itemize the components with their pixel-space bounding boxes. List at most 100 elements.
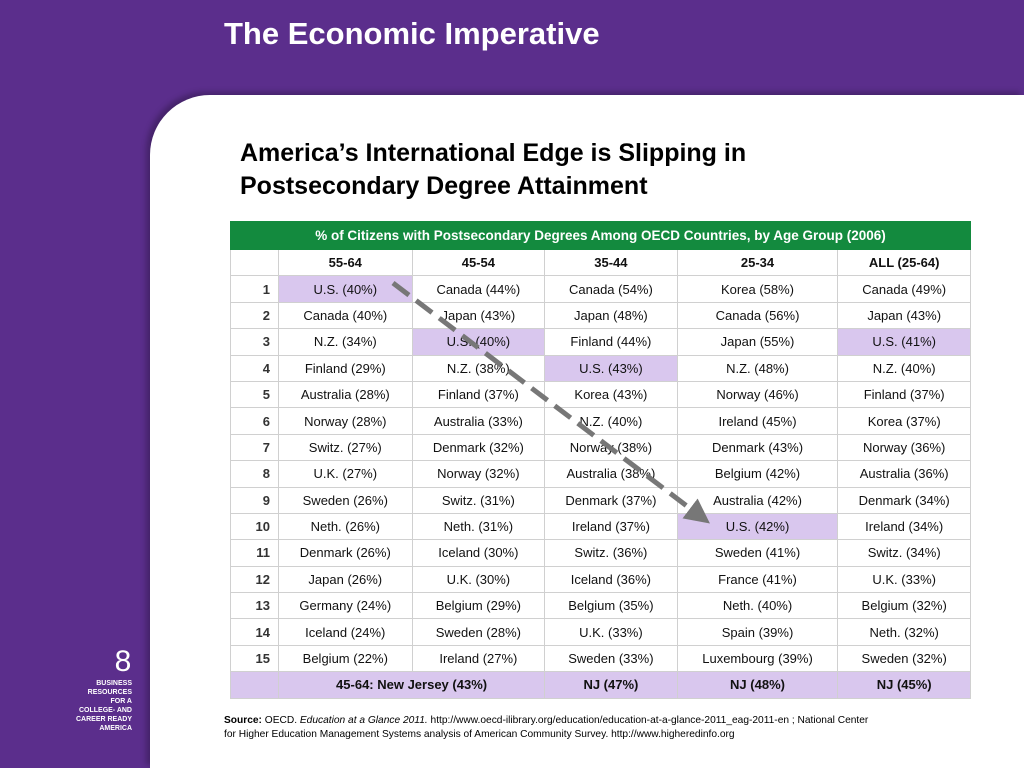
table-cell: Iceland (24%) [278,618,413,646]
table-cell: Norway (32%) [411,460,546,488]
brand-line: FOR A [110,698,132,705]
table-cell: Sweden (41%) [676,539,839,567]
subtitle-line-1: America’s International Edge is Slipping… [240,139,747,167]
table-cell: U.K. (33%) [837,565,971,594]
table-cell: Australia (38%) [544,460,678,488]
rank-cell: 8 [230,460,279,488]
source-line-2: for Higher Education Management Systems … [224,729,735,740]
table-cell: Belgium (29%) [411,592,546,620]
table-cell: Canada (56%) [676,301,839,330]
header-all: ALL (25-64) [837,248,971,277]
table-cell: Japan (26%) [278,565,413,594]
table-cell: Denmark (43%) [676,433,839,462]
table-cell: Belgium (32%) [837,592,971,620]
source-publication: Education at a Glance 2011. [299,715,428,726]
header-25-34: 25-34 [676,248,839,277]
table-footer-row: 45-64: New Jersey (43%) NJ (47%) NJ (48%… [230,671,971,699]
table-cell: Korea (58%) [676,275,839,303]
table-cell: Belgium (42%) [676,460,839,488]
table-cell-highlighted: U.S. (40%) [278,275,413,303]
table-cell: Australia (33%) [411,407,546,435]
table-cell: Korea (37%) [837,407,971,435]
source-org: OECD. [264,715,298,726]
table-row: 12 Japan (26%) U.K. (30%) Iceland (36%) Fran… [230,565,971,594]
subtitle-line-2: Postsecondary Degree Attainment [240,172,648,200]
table-cell: N.Z. (40%) [837,354,971,382]
source-label: Source: [224,715,262,726]
footer-all: NJ (45%) [837,671,971,699]
table-cell: Canada (54%) [544,275,678,303]
table-body: 1 U.S. (40%) Canada (44%) Canada (54%) Korea… [230,275,971,673]
table-cell: Australia (28%) [278,380,413,409]
table-cell-highlighted: U.S. (43%) [544,354,678,382]
table-cell: Norway (28%) [278,407,413,435]
table-cell: France (41%) [676,565,839,594]
table-cell: Sweden (28%) [411,618,546,646]
table-cell: Neth. (32%) [837,618,971,646]
table-cell: Canada (40%) [278,301,413,330]
table-caption: % of Citizens with Postsecondary Degrees… [230,221,971,250]
rank-cell: 9 [230,486,279,514]
footer-45-64: 45-64: New Jersey (43%) [277,671,546,699]
table-row: 13 Germany (24%) Belgium (29%) Belgium (35%… [230,592,971,620]
table-cell: Denmark (34%) [837,486,971,514]
rank-cell: 1 [230,275,279,303]
table-cell: Japan (48%) [544,301,678,330]
table-header-row: 55-64 45-54 35-44 25-34 ALL (25-64) [230,248,971,277]
page-number: 8 [114,645,132,678]
table-cell: Norway (46%) [676,380,839,409]
footer-25-34: NJ (48%) [676,671,839,699]
table-cell: Denmark (37%) [544,486,678,514]
table-cell: Canada (44%) [411,275,546,303]
rank-cell: 6 [230,407,279,435]
table-cell: Belgium (35%) [544,592,678,620]
table-cell: Ireland (37%) [544,512,678,541]
table-cell: Australia (36%) [837,460,971,488]
rank-cell: 11 [230,539,279,567]
table-cell: Sweden (26%) [278,486,413,514]
table-cell: Finland (37%) [411,380,546,409]
table-cell: U.K. (33%) [544,618,678,646]
source-note: Source: OECD. Education at a Glance 2011… [224,714,984,742]
table-cell-highlighted: U.S. (41%) [837,328,971,356]
brand-line: BUSINESS [96,680,132,687]
table-row: 3 N.Z. (34%) U.S. (40%) Finland (44%) Japan … [230,328,971,356]
table-cell: Finland (37%) [837,380,971,409]
table-row: 14 Iceland (24%) Sweden (28%) U.K. (33%) Spa… [230,618,971,646]
rank-cell: 7 [230,433,279,462]
table-row: 15 Belgium (22%) Ireland (27%) Sweden (33%)… [230,644,971,673]
table-cell: N.Z. (48%) [676,354,839,382]
table-cell: Neth. (26%) [278,512,413,541]
rank-cell: 12 [230,565,279,594]
rank-cell: 15 [230,644,279,673]
table-cell: Belgium (22%) [278,644,413,673]
table-cell: N.Z. (40%) [544,407,678,435]
table-cell: Sweden (32%) [837,644,971,673]
rank-cell: 2 [230,301,279,330]
rank-cell: 13 [230,592,279,620]
header-rank [230,248,279,277]
table-cell: U.K. (27%) [278,460,413,488]
header-35-44: 35-44 [544,248,678,277]
table-cell: Australia (42%) [676,486,839,514]
table-row: 6 Norway (28%) Australia (33%) N.Z. (40%) Ir… [230,407,971,435]
table-cell: Germany (24%) [278,592,413,620]
table-row: 11 Denmark (26%) Iceland (30%) Switz. (36%)… [230,539,971,567]
table-cell: Denmark (32%) [411,433,546,462]
table-cell: Japan (55%) [676,328,839,356]
table-row: 7 Switz. (27%) Denmark (32%) Norway (38%) De… [230,433,971,462]
attainment-table: % of Citizens with Postsecondary Degrees… [230,221,971,699]
table-cell: Sweden (33%) [544,644,678,673]
table-cell: Spain (39%) [676,618,839,646]
brand-logo-text: BUSINESS RESOURCES FOR A COLLEGE- AND CA… [66,679,132,733]
table-cell: U.K. (30%) [411,565,546,594]
header-45-54: 45-54 [411,248,546,277]
table-cell: Neth. (40%) [676,592,839,620]
rank-cell: 10 [230,512,279,541]
table-cell: Ireland (34%) [837,512,971,541]
table-cell: Finland (44%) [544,328,678,356]
table-cell: Norway (38%) [544,433,678,462]
table-cell: Finland (29%) [278,354,413,382]
table-cell: Norway (36%) [837,433,971,462]
table-cell-highlighted: U.S. (40%) [411,328,546,356]
